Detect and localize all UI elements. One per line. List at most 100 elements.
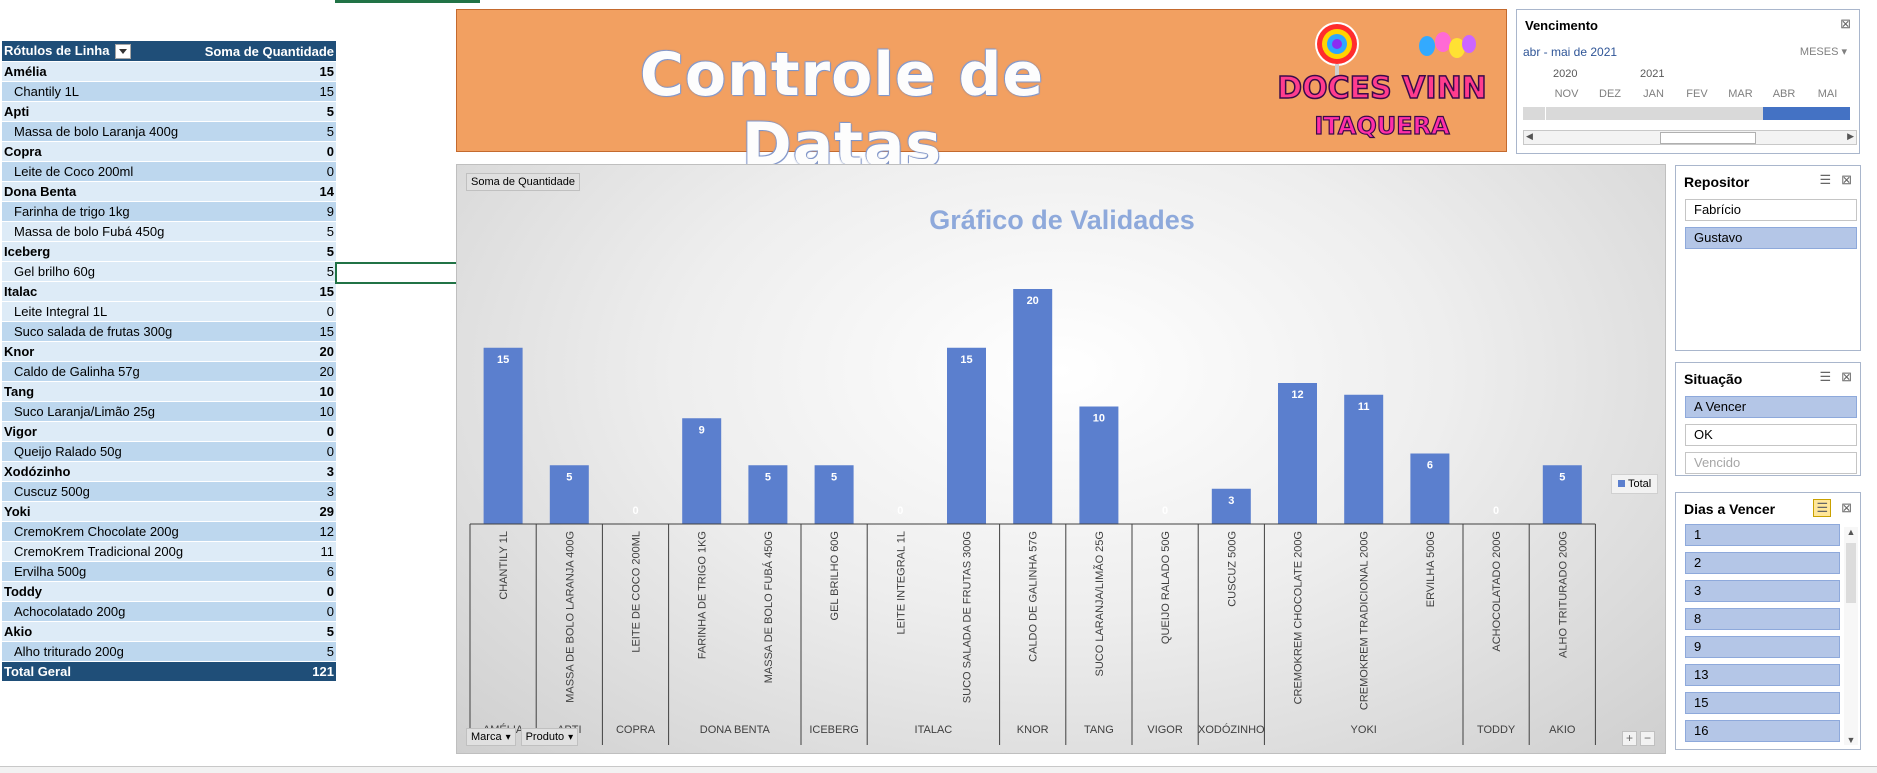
pivot-row-value[interactable]: 0	[202, 301, 336, 322]
timeline-vencimento[interactable]: Vencimento ⊠ abr - mai de 2021 MESES ▾ 2…	[1516, 9, 1860, 154]
chart-bar[interactable]	[1278, 383, 1317, 524]
produto-field-button[interactable]: Produto	[520, 728, 579, 746]
pivot-group-row[interactable]: Iceberg 5	[2, 241, 336, 262]
pivot-item-row[interactable]: Massa de bolo Laranja 400g 5	[2, 121, 336, 142]
pivot-item-row[interactable]: Achocolatado 200g 0	[2, 601, 336, 622]
clear-filter-icon[interactable]: ⊠	[1841, 500, 1852, 515]
pivot-row-value[interactable]: 10	[202, 381, 336, 402]
timeline-period-bar[interactable]	[1763, 107, 1808, 120]
slicer-item[interactable]: Vencido	[1685, 452, 1857, 474]
multi-select-icon[interactable]: ☰	[1813, 499, 1832, 517]
pivot-group-row[interactable]: Dona Benta 14	[2, 181, 336, 202]
pivot-row-value[interactable]: 0	[202, 601, 336, 622]
pivot-rows-label-cell[interactable]: Rótulos de Linha	[2, 41, 203, 62]
pivot-group-row[interactable]: Toddy 0	[2, 581, 336, 602]
pivot-row-label[interactable]: Gel brilho 60g	[2, 261, 203, 282]
timeline-period-bar[interactable]	[1719, 107, 1764, 120]
pivot-group-row[interactable]: Akio 5	[2, 621, 336, 642]
validity-chart[interactable]: Soma de Quantidade Gráfico de Validades …	[456, 164, 1666, 754]
pivot-row-label[interactable]: Yoki	[2, 501, 203, 522]
chart-value-field-button[interactable]: Soma de Quantidade	[466, 173, 580, 191]
pivot-item-row[interactable]: CremoKrem Tradicional 200g 11	[2, 541, 336, 562]
pivot-total-row[interactable]: Total Geral 121	[2, 661, 336, 682]
timeline-month[interactable]: MAR	[1728, 88, 1753, 100]
pivot-item-row[interactable]: Ervilha 500g 6	[2, 561, 336, 582]
pivot-row-value[interactable]: 5	[202, 241, 336, 262]
scroll-left-icon[interactable]: ◀	[1526, 131, 1533, 141]
pivot-item-row[interactable]: Caldo de Galinha 57g 20	[2, 361, 336, 382]
chart-bar[interactable]	[947, 347, 986, 524]
pivot-row-value[interactable]: 12	[202, 521, 336, 542]
pivot-group-row[interactable]: Vigor 0	[2, 421, 336, 442]
pivot-row-value[interactable]: 3	[202, 481, 336, 502]
timeline-scrollbar[interactable]: ◀ ▶	[1523, 130, 1857, 145]
pivot-row-value[interactable]: 5	[202, 621, 336, 642]
slicer-item[interactable]: 16	[1685, 720, 1840, 742]
pivot-row-value[interactable]: 0	[202, 421, 336, 442]
pivot-item-row[interactable]: Leite de Coco 200ml 0	[2, 161, 336, 182]
slicer-repositor[interactable]: Repositor ☰ ⊠ Fabrício Gustavo	[1675, 165, 1861, 351]
pivot-item-row[interactable]: Alho triturado 200g 5	[2, 641, 336, 662]
slicer-item[interactable]: 3	[1685, 580, 1840, 602]
slicer-item[interactable]: 15	[1685, 692, 1840, 714]
timeline-month[interactable]: NOV	[1554, 88, 1579, 100]
pivot-row-label[interactable]: Cuscuz 500g	[2, 481, 203, 502]
pivot-row-label[interactable]: Ervilha 500g	[2, 561, 203, 582]
pivot-item-row[interactable]: Gel brilho 60g 5	[2, 261, 336, 282]
chart-legend[interactable]: Total	[1611, 474, 1659, 494]
pivot-row-label[interactable]: Akio	[2, 621, 203, 642]
slicer-item[interactable]: 13	[1685, 664, 1840, 686]
slicer-item[interactable]: 2	[1685, 552, 1840, 574]
slicer-item[interactable]: A Vencer	[1685, 396, 1857, 418]
pivot-row-value[interactable]: 0	[202, 141, 336, 162]
pivot-row-label[interactable]: Iceberg	[2, 241, 203, 262]
chart-bar[interactable]	[1079, 406, 1119, 525]
pivot-sum-label[interactable]: Soma de Quantidade	[202, 41, 336, 62]
slicer-item[interactable]: 1	[1685, 524, 1840, 546]
pivot-row-value[interactable]: 5	[202, 121, 336, 142]
timeline-period-bar[interactable]	[1589, 107, 1634, 120]
pivot-row-label[interactable]: Leite Integral 1L	[2, 301, 203, 322]
pivot-row-label[interactable]: Toddy	[2, 581, 203, 602]
pivot-item-row[interactable]: CremoKrem Chocolate 200g 12	[2, 521, 336, 542]
pivot-row-value[interactable]: 0	[202, 161, 336, 182]
chart-bar[interactable]	[1013, 289, 1053, 524]
pivot-row-label[interactable]: Dona Benta	[2, 181, 203, 202]
selected-cell[interactable]	[335, 262, 459, 284]
slicer-item[interactable]: 8	[1685, 608, 1840, 630]
pivot-row-label[interactable]: Apti	[2, 101, 203, 122]
clear-filter-icon[interactable]: ⊠	[1841, 172, 1852, 187]
chart-bar[interactable]	[1542, 465, 1582, 524]
chart-bar[interactable]	[814, 465, 854, 524]
pivot-item-row[interactable]: Farinha de trigo 1kg 9	[2, 201, 336, 222]
pivot-table[interactable]: Rótulos de Linha Soma de Quantidade Amél…	[2, 41, 336, 682]
timeline-period-bar[interactable]	[1545, 107, 1590, 120]
timeline-scroll-thumb[interactable]	[1660, 132, 1756, 144]
pivot-group-row[interactable]: Copra 0	[2, 141, 336, 162]
slicer-item[interactable]: Gustavo	[1685, 227, 1857, 249]
timeline-period-bar[interactable]	[1523, 107, 1546, 120]
clear-filter-icon[interactable]: ⊠	[1841, 369, 1852, 384]
chart-title[interactable]: Gráfico de Validades	[929, 205, 1195, 235]
timeline-month[interactable]: DEZ	[1599, 88, 1621, 100]
pivot-row-label[interactable]: Massa de bolo Laranja 400g	[2, 121, 203, 142]
slicer-scrollbar[interactable]: ▲ ▼	[1844, 527, 1858, 745]
chart-bar[interactable]	[1344, 394, 1384, 524]
pivot-group-row[interactable]: Apti 5	[2, 101, 336, 122]
pivot-row-value[interactable]: 20	[202, 361, 336, 382]
pivot-row-value[interactable]: 11	[202, 541, 336, 562]
pivot-row-value[interactable]: 15	[202, 321, 336, 342]
pivot-row-value[interactable]: 15	[202, 281, 336, 302]
multi-select-icon[interactable]: ☰	[1819, 172, 1832, 187]
pivot-item-row[interactable]: Suco Laranja/Limão 25g 10	[2, 401, 336, 422]
scroll-down-icon[interactable]: ▼	[1846, 735, 1856, 745]
pivot-group-row[interactable]: Italac 15	[2, 281, 336, 302]
scroll-right-icon[interactable]: ▶	[1847, 131, 1854, 141]
pivot-row-label[interactable]: Chantily 1L	[2, 81, 203, 102]
pivot-row-label[interactable]: Copra	[2, 141, 203, 162]
pivot-row-label[interactable]: Vigor	[2, 421, 203, 442]
pivot-row-value[interactable]: 20	[202, 341, 336, 362]
multi-select-icon[interactable]: ☰	[1819, 369, 1832, 384]
pivot-item-row[interactable]: Queijo Ralado 50g 0	[2, 441, 336, 462]
pivot-row-label[interactable]: Tang	[2, 381, 203, 402]
